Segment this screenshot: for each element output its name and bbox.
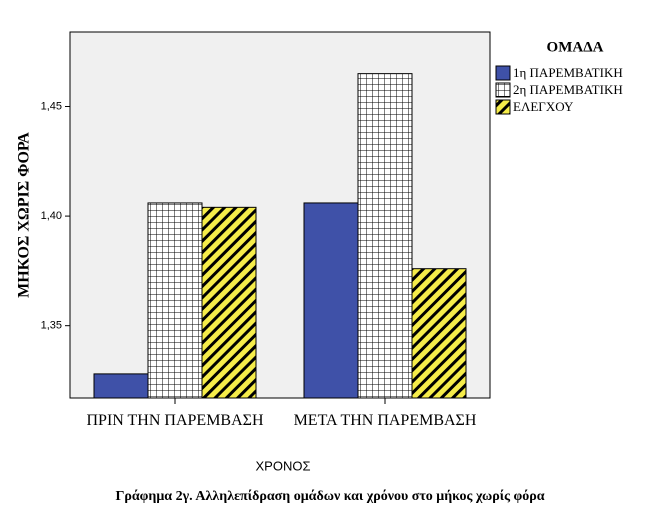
x-tick-label: ΜΕΤΑ ΤΗΝ ΠΑΡΕΜΒΑΣΗ xyxy=(293,412,477,429)
x-tick-label: ΠΡΙΝ ΤΗΝ ΠΑΡΕΜΒΑΣΗ xyxy=(86,412,264,429)
y-tick-label: 1,40 xyxy=(41,210,62,222)
bar xyxy=(147,202,203,399)
bar xyxy=(411,268,467,399)
caption: Γράφημα 2γ. Αλληλεπίδραση ομάδων και χρό… xyxy=(115,489,544,504)
legend-label: 2η ΠΑΡΕΜΒΑΤΙΚΗ xyxy=(513,82,623,97)
legend-swatch xyxy=(495,99,511,115)
y-tick-label: 1,45 xyxy=(41,100,62,112)
legend-swatch xyxy=(495,82,511,98)
bar xyxy=(201,206,257,399)
y-tick-label: 1,35 xyxy=(41,320,62,332)
bar xyxy=(357,73,413,399)
legend-swatch xyxy=(495,65,511,81)
bar xyxy=(303,202,359,399)
legend-label: 1η ΠΑΡΕΜΒΑΤΙΚΗ xyxy=(513,65,623,80)
legend-label: ΕΛΕΓΧΟΥ xyxy=(513,99,574,114)
y-axis-label: ΜΗΚΟΣ ΧΩΡΙΣ ΦΟΡΑ xyxy=(16,132,33,298)
legend-title: ΟΜΑΔΑ xyxy=(547,39,604,55)
bar xyxy=(93,373,149,399)
x-axis-label: ΧΡΟΝΟΣ xyxy=(256,458,311,473)
